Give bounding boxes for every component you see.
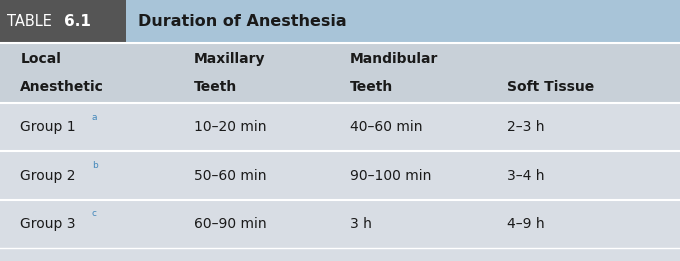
Bar (0, 151, 680, 200)
Text: Maxillary: Maxillary (194, 52, 265, 66)
Bar (0, 43, 680, 103)
Bar (0, 0, 680, 43)
Text: Local: Local (20, 52, 61, 66)
Text: Group 2: Group 2 (20, 169, 76, 182)
Text: Duration of Anesthesia: Duration of Anesthesia (138, 14, 347, 29)
Text: c: c (92, 209, 97, 218)
Text: b: b (92, 161, 97, 170)
Text: TABLE: TABLE (7, 14, 56, 29)
Text: Anesthetic: Anesthetic (20, 80, 104, 94)
Bar (0, 103, 680, 151)
Bar (0, 0, 126, 43)
Text: Teeth: Teeth (350, 80, 394, 94)
Text: 3–4 h: 3–4 h (507, 169, 544, 182)
Text: 6.1: 6.1 (64, 14, 91, 29)
Text: 4–9 h: 4–9 h (507, 217, 544, 231)
Text: 10–20 min: 10–20 min (194, 120, 267, 134)
Bar (0, 200, 680, 248)
Text: 3 h: 3 h (350, 217, 372, 231)
Text: 60–90 min: 60–90 min (194, 217, 267, 231)
Text: Teeth: Teeth (194, 80, 237, 94)
Text: 90–100 min: 90–100 min (350, 169, 432, 182)
Text: Group 3: Group 3 (20, 217, 76, 231)
Text: 40–60 min: 40–60 min (350, 120, 423, 134)
Text: Group 1: Group 1 (20, 120, 76, 134)
Text: a: a (92, 113, 97, 122)
Text: 2–3 h: 2–3 h (507, 120, 544, 134)
Text: Mandibular: Mandibular (350, 52, 439, 66)
Text: 50–60 min: 50–60 min (194, 169, 267, 182)
Text: Soft Tissue: Soft Tissue (507, 80, 594, 94)
